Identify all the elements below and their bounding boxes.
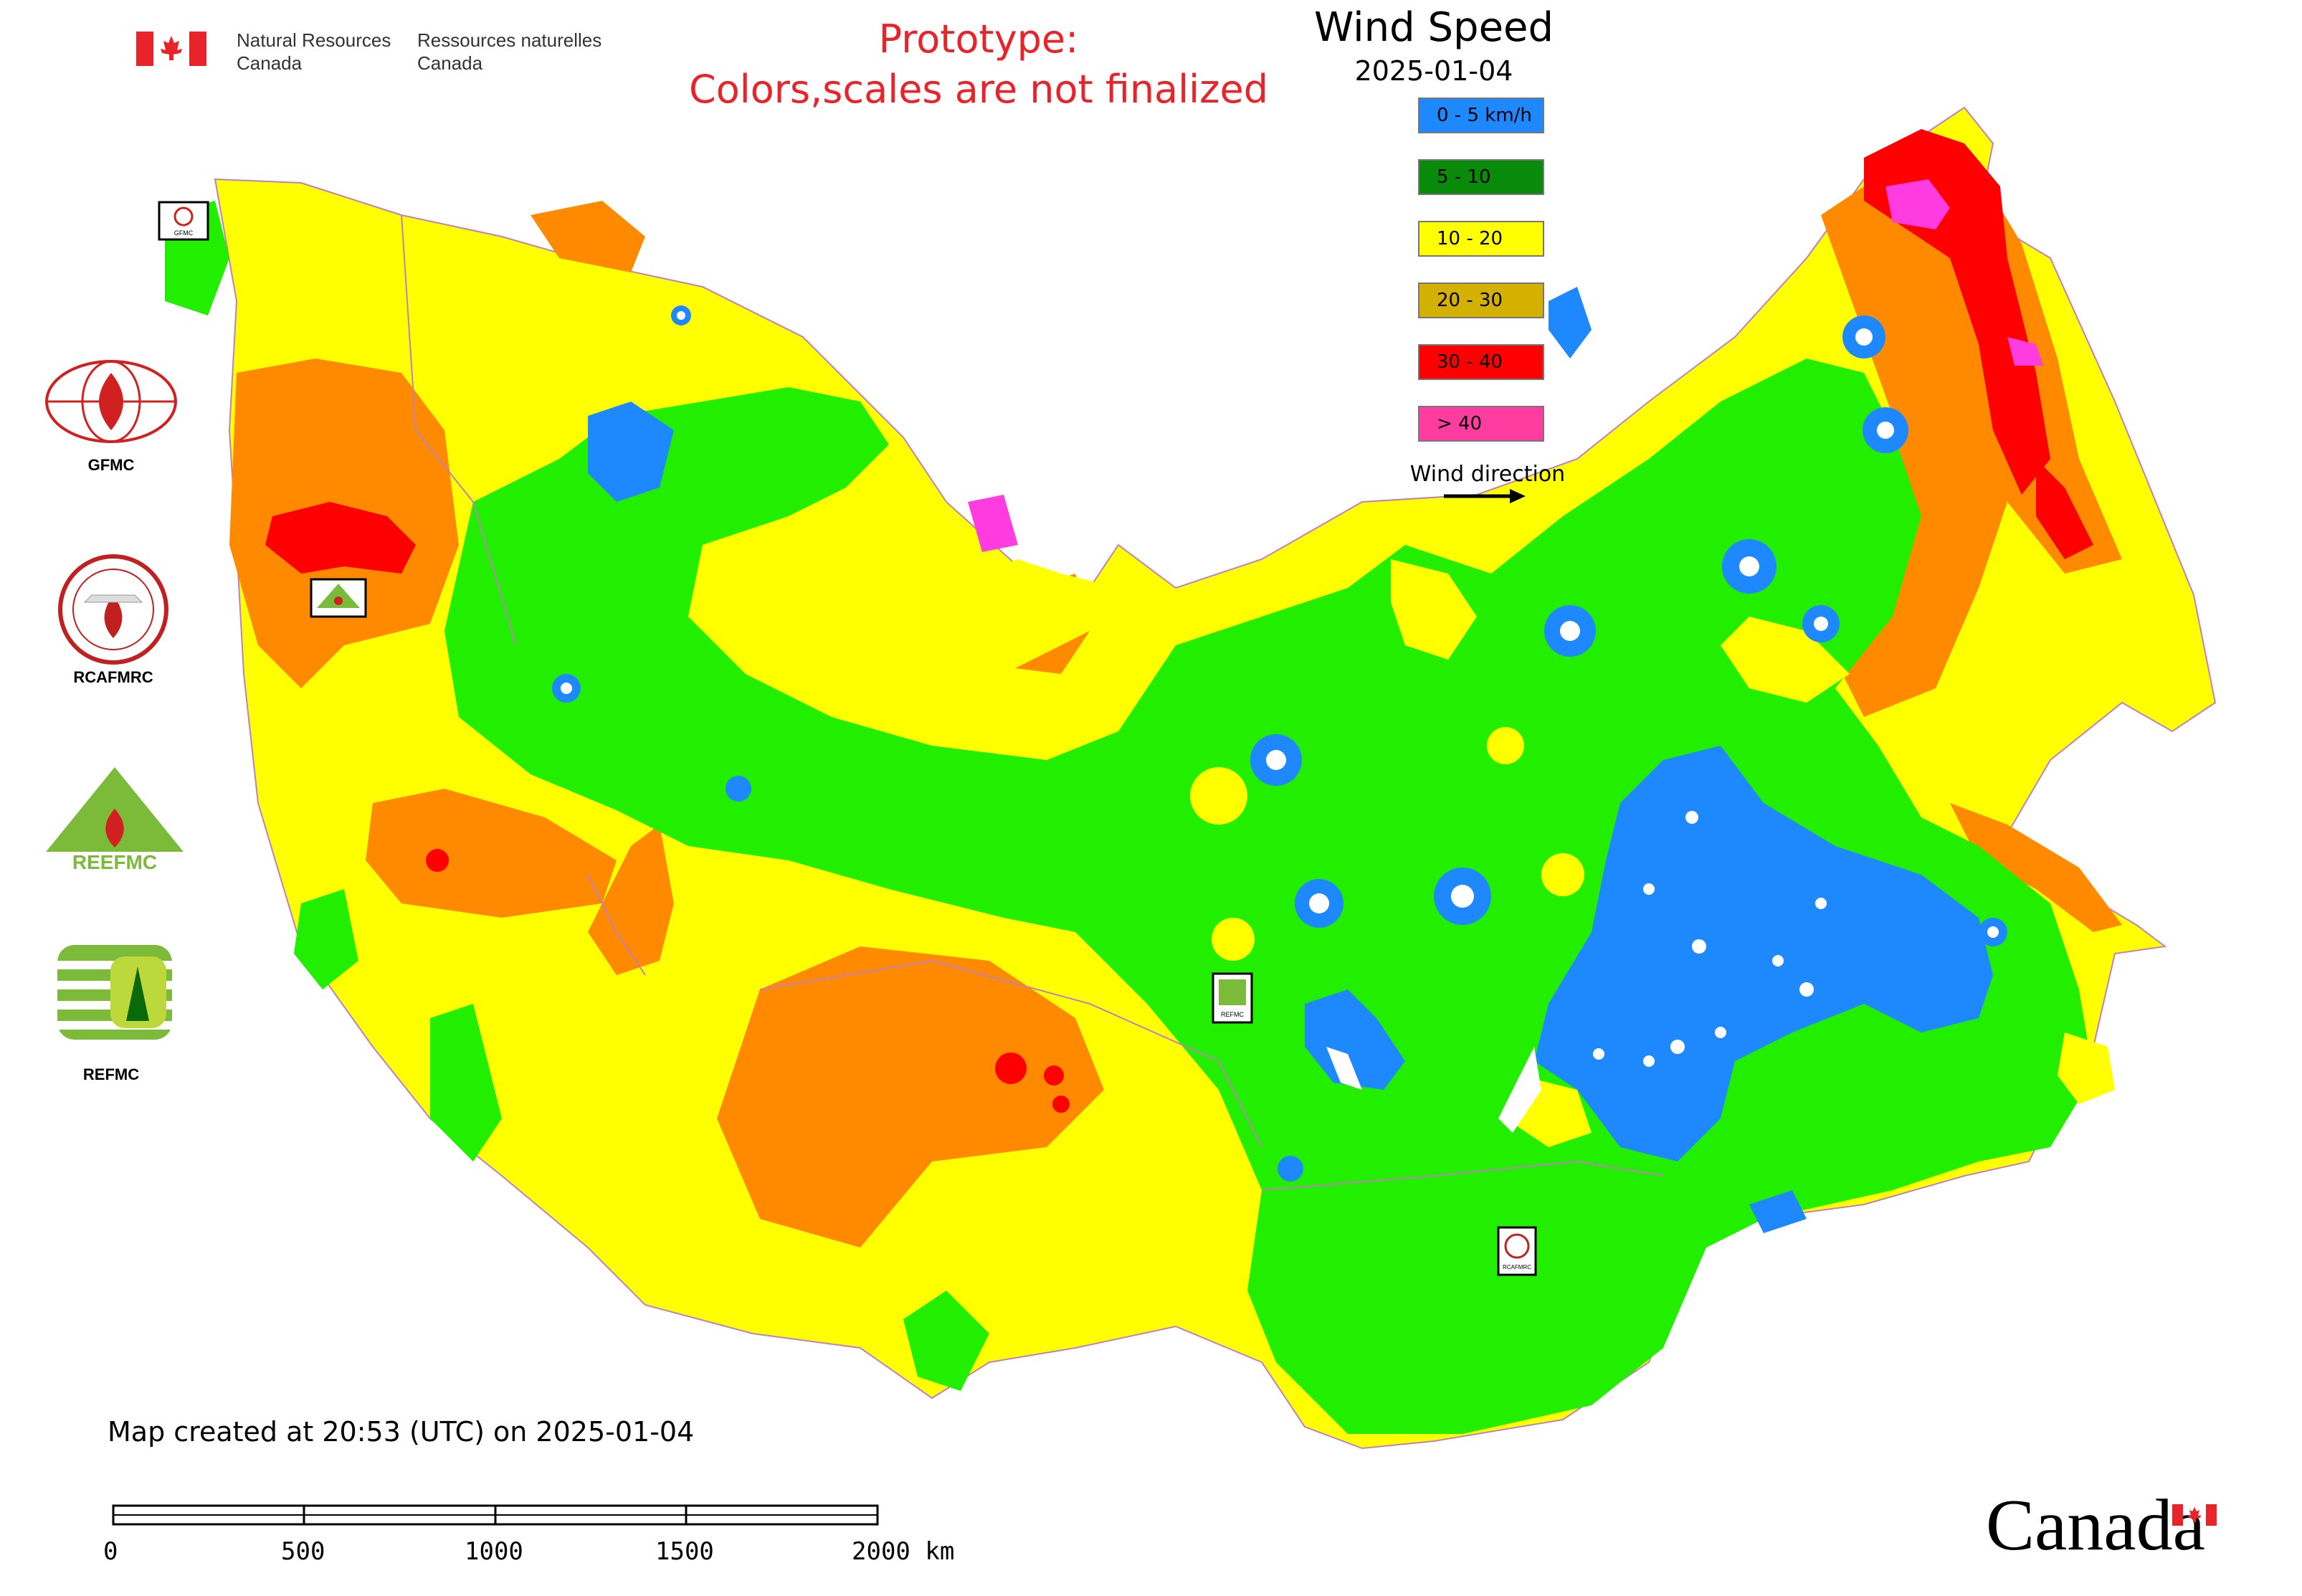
legend-item: 5 - 10: [1418, 159, 1544, 195]
reefmc-logo-text: REEFMC: [72, 851, 157, 873]
gfmc-marker: GFMC: [158, 201, 209, 241]
department-name-fr: Ressources naturelles Canada: [417, 29, 602, 74]
scale-label-500: 500: [281, 1537, 325, 1566]
reefmc-marker: [310, 578, 367, 618]
prototype-notice: Prototype: Colors,scales are not finaliz…: [689, 16, 1268, 112]
department-name-en: Natural Resources Canada: [237, 29, 391, 74]
legend-date: 2025-01-04: [1354, 55, 1513, 87]
fresh-wind-zones: [229, 158, 2122, 1248]
map-created-note: Map created at 20:53 (UTC) on 2025-01-04: [108, 1416, 695, 1448]
gfmc-marker-label: GFMC: [174, 229, 194, 237]
gfmc-logo-icon: [45, 360, 177, 443]
scale-label-0: 0: [103, 1537, 118, 1566]
scale-label-1000: 1000: [465, 1537, 523, 1566]
rcafmrc-logo-label: RCAFMRC: [73, 668, 153, 686]
legend-item: 0 - 5 km/h: [1418, 98, 1544, 133]
canada-flag-icon: [136, 32, 206, 66]
refmc-logo-label: REFMC: [82, 1065, 140, 1083]
gale-wind-zones: [968, 179, 2043, 552]
calm-pockets: [552, 305, 2007, 1182]
wind-direction-label: Wind direction: [1409, 462, 1566, 487]
legend-item: 30 - 40: [1418, 344, 1544, 380]
lakes: [1326, 811, 1827, 1133]
reefmc-logo-icon: REEFMC: [37, 767, 192, 873]
canada-wordmark-flag-icon: [2172, 1504, 2217, 1526]
scale-label-2000: 2000 km: [852, 1537, 955, 1566]
moderate-wind-patches: [703, 545, 2115, 1147]
legend-item: 10 - 20: [1418, 221, 1544, 257]
canada-wordmark: Canada: [1986, 1485, 2205, 1566]
scale-bar: [112, 1504, 879, 1526]
wind-direction-arrow-icon: [1444, 489, 1526, 503]
legend-item: > 40: [1418, 406, 1544, 442]
refmc-marker: REFMC: [1212, 972, 1253, 1024]
refmc-logo-icon: [57, 945, 172, 1040]
gfmc-logo-label: GFMC: [87, 456, 135, 474]
legend-title: Wind Speed: [1313, 4, 1554, 51]
refmc-marker-label: REFMC: [1221, 1011, 1244, 1018]
border-lines: [401, 214, 1664, 1191]
rcafmrc-marker: RCAFMRC: [1497, 1226, 1537, 1276]
rcafmrc-logo-icon: [58, 554, 168, 665]
scale-label-1500: 1500: [655, 1537, 714, 1566]
rcafmrc-marker-label: RCAFMRC: [1503, 1264, 1531, 1270]
legend-item: 20 - 30: [1418, 282, 1544, 318]
